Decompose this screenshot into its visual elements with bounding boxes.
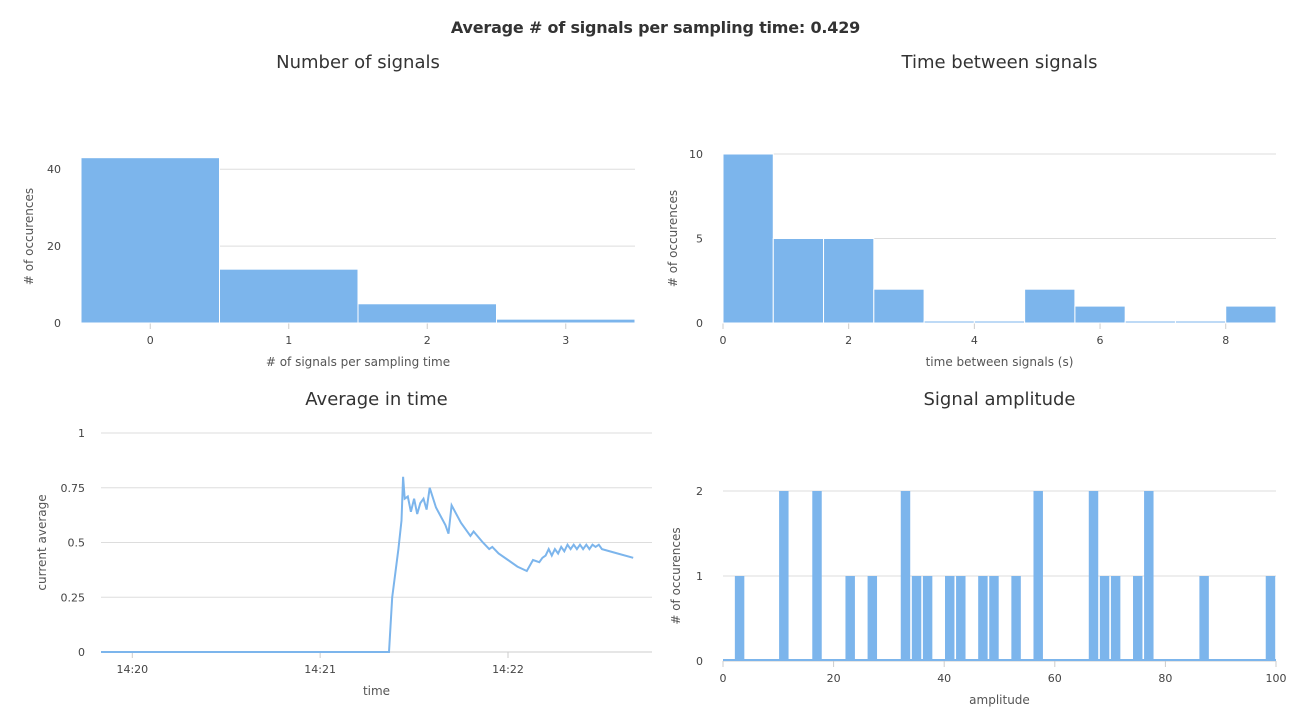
bar: [1110, 576, 1121, 661]
bar: [1033, 491, 1043, 661]
chart-title: Time between signals: [901, 52, 1098, 73]
bar: [1225, 305, 1277, 324]
bar: [1199, 576, 1209, 661]
x-tick-label: 2: [424, 334, 431, 347]
empty-bins-baseline: [723, 659, 1276, 661]
x-tick-label: 60: [1048, 672, 1062, 685]
chart-title: Signal amplitude: [924, 389, 1076, 410]
y-tick-label: 2: [696, 485, 703, 498]
bar: [1265, 576, 1276, 661]
bar: [722, 153, 774, 324]
x-axis-label: amplitude: [969, 693, 1030, 707]
y-tick-label: 0: [696, 317, 703, 330]
x-tick-label: 14:20: [116, 663, 148, 676]
bar: [1074, 305, 1126, 324]
x-axis-label: time: [363, 684, 390, 698]
bar: [1174, 320, 1227, 324]
y-tick-label: 0.5: [68, 537, 86, 550]
bar: [1099, 576, 1110, 661]
x-axis-label: time between signals (s): [926, 355, 1074, 369]
x-tick-label: 40: [937, 672, 951, 685]
bar: [911, 576, 922, 661]
y-tick-label: 0: [78, 646, 85, 659]
y-axis-label: current average: [35, 494, 49, 590]
bar: [945, 576, 955, 661]
chart-title: Average in time: [305, 389, 447, 410]
bar: [923, 320, 975, 324]
y-axis-label: # of occurences: [669, 527, 683, 624]
bar: [779, 491, 789, 661]
x-tick-label: 0: [720, 334, 727, 347]
bar: [496, 318, 636, 324]
bar: [357, 303, 497, 324]
x-tick-label: 100: [1266, 672, 1287, 685]
bar: [978, 576, 988, 661]
x-tick-label: 1: [285, 334, 292, 347]
bar: [900, 491, 911, 661]
bar: [80, 157, 220, 324]
x-tick-label: 0: [720, 672, 727, 685]
chart-title: Number of signals: [276, 52, 440, 73]
y-tick-label: 1: [696, 570, 703, 583]
y-tick-label: 0: [54, 317, 61, 330]
y-tick-label: 0.25: [61, 591, 86, 604]
y-tick-label: 10: [689, 148, 703, 161]
x-tick-label: 0: [147, 334, 154, 347]
bar: [1011, 576, 1021, 661]
x-tick-label: 2: [845, 334, 852, 347]
avg-time-chart: Average in time 0 0.25 0.5 0.75 1 14:20 14:21 14…: [35, 389, 652, 698]
x-tick-label: 20: [827, 672, 841, 685]
bar: [1088, 491, 1099, 661]
bar: [956, 576, 966, 661]
x-tick-label: 8: [1222, 334, 1229, 347]
bar: [823, 238, 875, 324]
series-line: [101, 476, 634, 653]
bar: [973, 320, 1026, 324]
y-axis-label: # of occurences: [22, 188, 36, 285]
y-tick-label: 5: [696, 233, 703, 246]
x-axis-label: # of signals per sampling time: [266, 355, 450, 369]
bar: [845, 576, 855, 661]
x-tick-label: 3: [562, 334, 569, 347]
y-tick-label: 1: [78, 427, 85, 440]
x-tick-label: 4: [971, 334, 978, 347]
time-between-chart: Time between signals 0 5 10 0 2 4 6 8 time betwee…: [666, 52, 1277, 369]
bar: [922, 576, 933, 661]
y-tick-label: 0.75: [61, 482, 86, 495]
bar: [867, 576, 878, 661]
bar: [812, 491, 822, 661]
x-tick-label: 14:22: [492, 663, 524, 676]
bar: [873, 288, 925, 324]
x-tick-label: 14:21: [304, 663, 336, 676]
num-signals-chart: Number of signals 0 20 40 0 1 2 3 # of signals p…: [22, 52, 636, 369]
x-tick-label: 6: [1097, 334, 1104, 347]
y-tick-label: 20: [47, 240, 61, 253]
y-tick-label: 40: [47, 163, 61, 176]
y-tick-label: 0: [696, 655, 703, 668]
bar: [1024, 288, 1076, 324]
bar: [989, 576, 999, 661]
bar: [772, 238, 825, 324]
x-tick-label: 80: [1158, 672, 1172, 685]
bar: [1124, 320, 1176, 324]
page-title: Average # of signals per sampling time: …: [450, 18, 861, 37]
y-axis-label: # of occurences: [666, 190, 680, 287]
bar: [734, 576, 745, 661]
bar: [1133, 576, 1143, 661]
bar: [1144, 491, 1154, 661]
bar: [219, 268, 359, 324]
